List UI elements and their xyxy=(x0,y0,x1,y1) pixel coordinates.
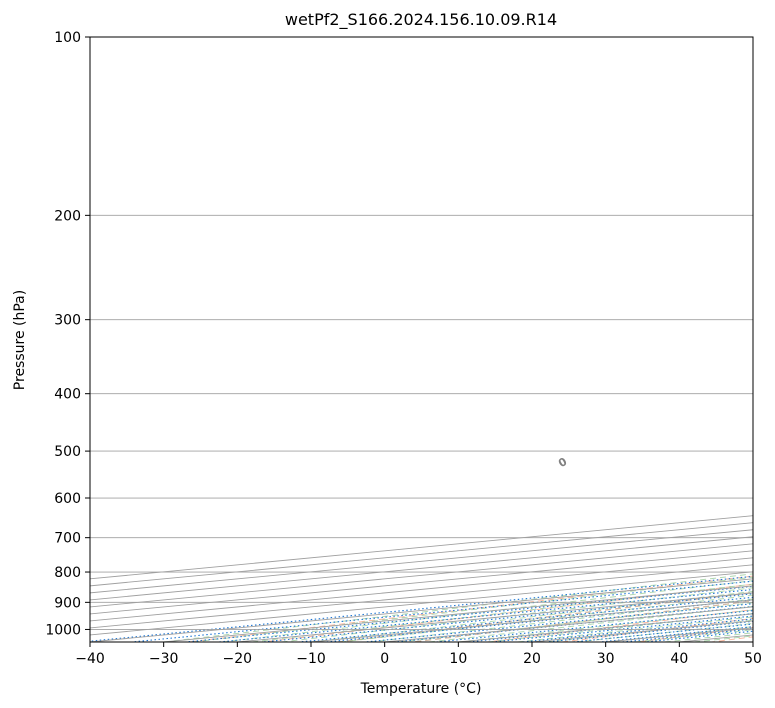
isobar-gridlines xyxy=(90,37,753,630)
mixing-ratio-line xyxy=(365,603,753,642)
y-tick-label: 400 xyxy=(54,387,81,403)
y-axis-ticks: 100 200 300 400 500 600 700 800 900 1000 xyxy=(45,30,90,638)
x-tick-label: −30 xyxy=(149,651,179,667)
y-tick-label: 200 xyxy=(54,208,81,224)
x-tick-label: −40 xyxy=(75,651,105,667)
moist-adiabat-line xyxy=(340,594,753,642)
x-tick-label: −10 xyxy=(296,651,326,667)
plot-area xyxy=(90,37,753,642)
y-tick-label: 1000 xyxy=(45,622,81,638)
isotherm-line xyxy=(90,529,753,594)
y-tick-label: 900 xyxy=(54,595,81,611)
x-tick-label: 30 xyxy=(597,651,615,667)
isotherms xyxy=(90,515,753,642)
x-tick-label: −20 xyxy=(223,651,253,667)
x-tick-label: 10 xyxy=(449,651,467,667)
y-tick-label: 600 xyxy=(54,491,81,507)
x-axis-ticks: −40 −30 −20 −10 0 10 20 30 40 50 xyxy=(75,642,762,667)
y-tick-label: 300 xyxy=(54,313,81,329)
isotherm-line xyxy=(90,522,753,587)
x-tick-label: 20 xyxy=(523,651,541,667)
y-tick-label: 700 xyxy=(54,531,81,547)
x-tick-label: 0 xyxy=(380,651,389,667)
x-tick-label: 40 xyxy=(670,651,688,667)
y-tick-label: 500 xyxy=(54,444,81,460)
chart-title: wetPf2_S166.2024.156.10.09.R14 xyxy=(285,10,557,30)
moist-adiabat-line xyxy=(193,576,753,642)
x-axis-label: Temperature (°C) xyxy=(360,681,482,697)
moist-adiabat-line xyxy=(222,580,753,642)
x-tick-label: 50 xyxy=(744,651,762,667)
isotherm-line xyxy=(90,536,753,601)
plot-frame xyxy=(89,36,754,643)
mixing-ratio-line xyxy=(299,596,753,642)
y-tick-label: 100 xyxy=(54,30,81,46)
y-axis-label: Pressure (hPa) xyxy=(12,290,28,390)
y-tick-label: 800 xyxy=(54,565,81,581)
isotherm-line xyxy=(90,515,753,580)
